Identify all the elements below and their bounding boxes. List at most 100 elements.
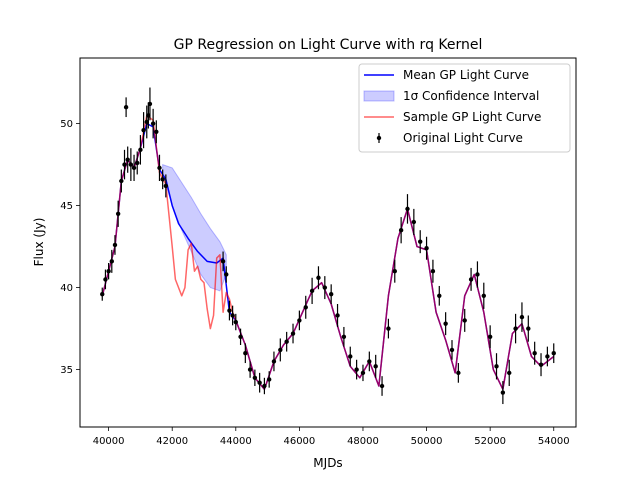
x-tick-label: 44000 [220, 436, 252, 447]
data-point [328, 291, 334, 297]
data-point [262, 383, 267, 389]
sample-gp-line [101, 114, 555, 391]
data-point [224, 272, 229, 277]
data-point [367, 359, 372, 364]
data-point [437, 293, 442, 298]
data-point [335, 313, 340, 318]
data-point [106, 269, 111, 274]
x-tick-label: 48000 [347, 436, 379, 447]
y-tick-label: 40 [60, 283, 73, 294]
data-point [160, 177, 165, 182]
data-point [379, 383, 385, 389]
data-point [348, 354, 353, 359]
data-point [109, 259, 114, 264]
data-point [316, 275, 321, 280]
data-point [271, 359, 277, 364]
data-point [418, 239, 423, 244]
data-point [297, 318, 302, 323]
data-point [141, 127, 146, 133]
data-point [481, 293, 486, 298]
y-tick-label: 45 [60, 201, 73, 212]
data-point [303, 305, 308, 310]
data-point [125, 157, 130, 162]
data-point [430, 269, 436, 274]
data-point [386, 326, 391, 331]
legend-frame [358, 63, 571, 153]
data-point [233, 319, 238, 325]
legend-label: 1σ Confidence Interval [403, 89, 539, 103]
data-point [322, 285, 328, 290]
data-point [487, 334, 493, 339]
data-point [230, 313, 235, 318]
data-point [449, 347, 455, 353]
data-point [475, 272, 480, 277]
y-axis-label: Flux (Jy) [32, 218, 46, 267]
data-point [519, 314, 525, 320]
data-point [252, 375, 258, 380]
data-point [247, 367, 253, 372]
legend-label: Mean GP Light Curve [403, 68, 529, 82]
data-point [227, 308, 232, 313]
x-tick-label: 42000 [156, 436, 188, 447]
data-point [135, 160, 140, 166]
data-point [309, 288, 315, 294]
data-point [128, 162, 134, 167]
data-point [112, 242, 118, 248]
data-point [131, 165, 137, 171]
data-point [507, 370, 512, 376]
data-point [456, 370, 461, 376]
data-point [360, 370, 366, 376]
data-point [278, 347, 283, 353]
data-point [266, 377, 272, 382]
legend-label: Sample GP Light Curve [403, 110, 541, 124]
data-point [551, 351, 556, 356]
plot-frame [79, 57, 577, 428]
data-point [138, 147, 143, 153]
legend-label: Original Light Curve [403, 131, 523, 145]
x-tick-label: 52000 [474, 436, 506, 447]
data-point [354, 367, 359, 372]
data-point [424, 246, 429, 251]
data-point [468, 277, 474, 282]
y-tick-label: 50 [60, 119, 73, 130]
data-point [220, 259, 226, 264]
y-tick-label: 35 [60, 365, 73, 376]
data-point [411, 219, 417, 225]
data-point [290, 331, 296, 336]
data-point [122, 162, 127, 167]
x-tick-label: 46000 [283, 436, 315, 447]
data-point [154, 129, 159, 134]
data-point [392, 269, 397, 274]
data-point [238, 334, 243, 339]
data-point [500, 390, 506, 395]
data-point [163, 183, 169, 189]
data-point [462, 318, 467, 323]
data-point [443, 321, 448, 326]
data-point [115, 211, 121, 216]
data-point [257, 380, 262, 385]
data-point [398, 228, 404, 233]
data-point [103, 277, 108, 282]
y-axis: 35 40 45 50 [60, 119, 80, 376]
data-point [405, 206, 410, 212]
legend-swatch [363, 90, 395, 102]
chart-title: GP Regression on Light Curve with rq Ker… [174, 37, 483, 53]
legend: Mean GP Light Curve 1σ Confidence Interva… [358, 63, 571, 153]
plot-area [100, 87, 556, 405]
data-point [494, 364, 499, 369]
data-point [341, 334, 347, 339]
data-point [123, 105, 129, 110]
x-axis-label: MJDs [313, 456, 342, 470]
data-point [538, 362, 544, 367]
mean-gp-line [101, 122, 555, 391]
data-point [150, 121, 156, 126]
x-tick-label: 40000 [93, 436, 125, 447]
data-point [532, 351, 537, 356]
data-point [100, 291, 105, 297]
data-point [243, 351, 248, 356]
x-tick-label: 54000 [538, 436, 570, 447]
data-point [119, 178, 124, 184]
data-point [526, 326, 531, 331]
data-point [513, 326, 518, 331]
